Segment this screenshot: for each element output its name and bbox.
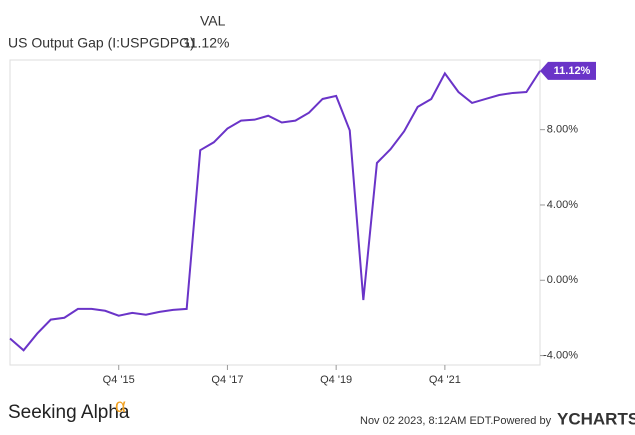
x-tick-label: Q4 '15: [103, 374, 135, 386]
line: [9, 70, 541, 352]
brand-mark: α: [115, 396, 126, 417]
powered-by: Powered by: [493, 415, 552, 427]
value-label: 11.12%: [554, 65, 591, 77]
value-tag: [540, 61, 596, 80]
legend-name: US Output Gap (I:USPGDPG): [8, 35, 195, 51]
y-tick-label: 0.00%: [547, 274, 578, 286]
y-tick-label: 8.00%: [547, 124, 578, 136]
provider: YCHARTS: [557, 409, 635, 428]
y-tick-label: -4.00%: [543, 349, 578, 361]
x-tick-label: Q4 '19: [320, 374, 352, 386]
plot-frame: [9, 59, 541, 366]
x-tick-label: Q4 '17: [211, 374, 243, 386]
brand: Seeking Alpha: [8, 402, 130, 423]
timestamp: Nov 02 2023, 8:12AM EDT.: [360, 415, 493, 427]
y-tick-label: 4.00%: [547, 199, 578, 211]
x-tick-label: Q4 '21: [429, 374, 461, 386]
legend-value: 11.12%: [183, 35, 229, 51]
column-header: VAL: [200, 13, 226, 29]
